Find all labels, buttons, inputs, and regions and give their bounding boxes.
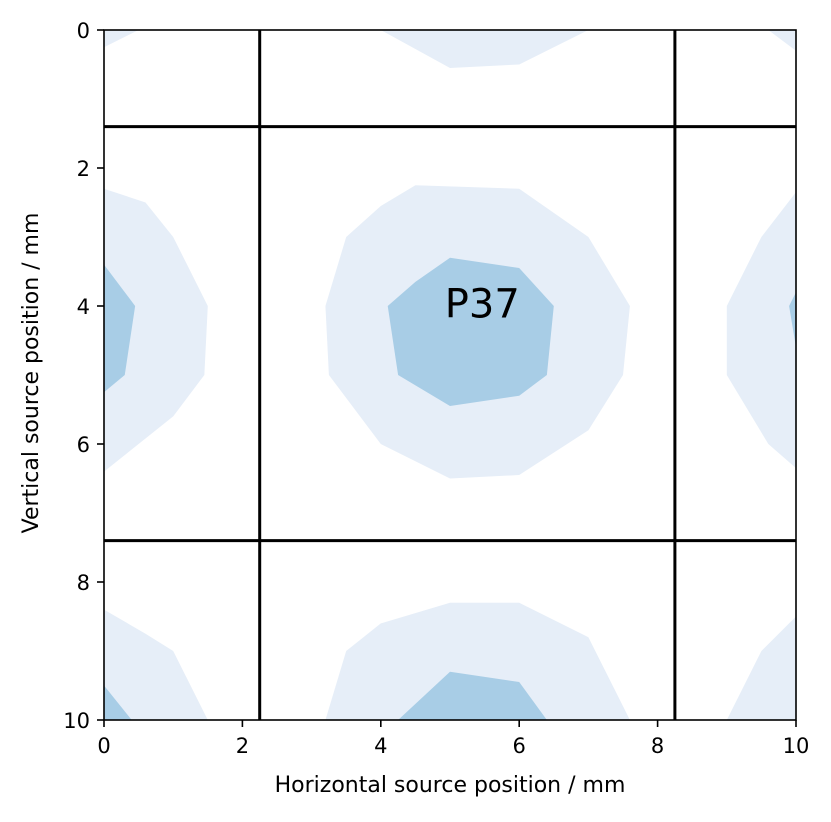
- y-tick-label: 2: [77, 157, 90, 181]
- x-axis-label: Horizontal source position / mm: [275, 773, 626, 798]
- contour-region-high: [104, 264, 136, 393]
- contour-region-low: [380, 30, 589, 68]
- x-tick-label: 0: [97, 734, 110, 758]
- y-tick-label: 6: [77, 433, 90, 457]
- y-tick-label: 10: [63, 709, 90, 733]
- x-tick-label: 10: [783, 734, 810, 758]
- pixel-label: P37: [445, 282, 520, 328]
- contour-layer: [104, 30, 796, 720]
- contour-region-low: [104, 188, 208, 472]
- x-tick-label: 4: [374, 734, 387, 758]
- contour-region-high: [104, 685, 132, 720]
- x-axis: 0 2 4 6 8 10: [97, 720, 809, 758]
- y-tick-label: 0: [77, 19, 90, 43]
- contour-region-low: [325, 602, 630, 720]
- y-axis: 0 2 4 6 8 10: [63, 19, 104, 733]
- y-tick-label: 8: [77, 571, 90, 595]
- contour-region-low: [768, 30, 796, 51]
- x-tick-label: 2: [236, 734, 249, 758]
- plot-frame: [103, 29, 797, 721]
- contour-region-low: [726, 616, 796, 720]
- x-tick-label: 8: [651, 734, 664, 758]
- contour-region-high: [789, 292, 796, 348]
- y-tick-label: 4: [77, 295, 90, 319]
- contour-region-high: [398, 671, 547, 720]
- plot-area: P37: [103, 29, 797, 721]
- contour-region-low: [104, 30, 139, 48]
- contour-region-low: [104, 609, 208, 720]
- contour-region-low: [726, 192, 796, 469]
- y-axis-label: Vertical source position / mm: [19, 213, 44, 534]
- contour-region-high: [387, 257, 554, 407]
- pixel-boundary-lines: [104, 30, 796, 720]
- x-tick-label: 6: [513, 734, 526, 758]
